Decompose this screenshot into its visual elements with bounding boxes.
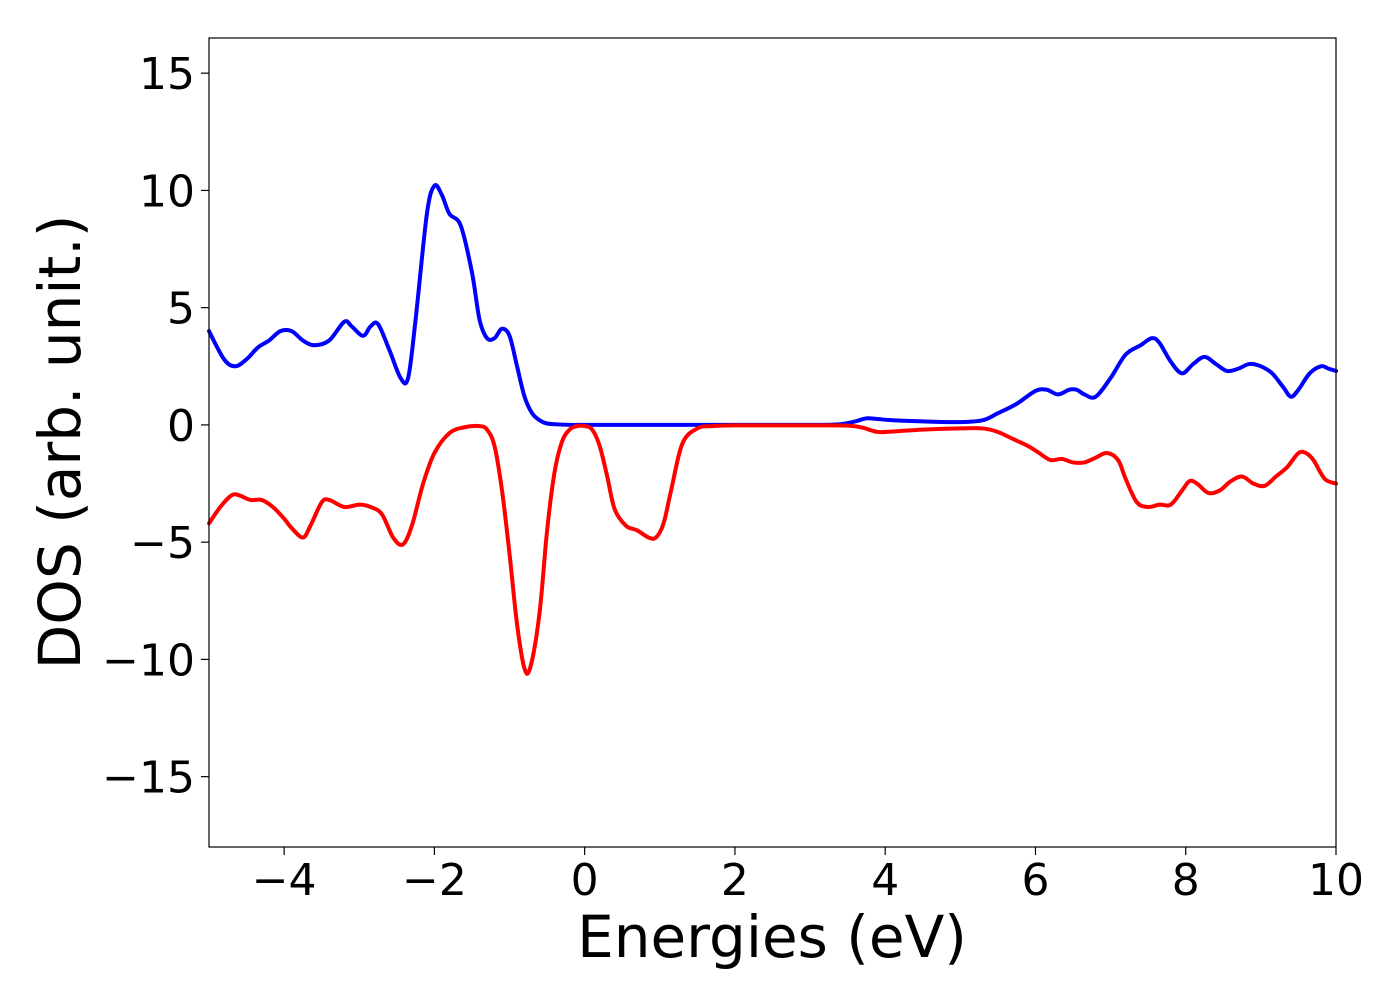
x-tick-label: 2	[721, 855, 749, 906]
x-tick-label: 4	[871, 855, 899, 906]
x-tick-label: 10	[1308, 855, 1364, 906]
series-line-upper	[207, 183, 1338, 427]
x-tick-label: 6	[1021, 855, 1049, 906]
x-tick-label: 8	[1172, 855, 1200, 906]
y-axis: −15 −10 −5 0 5 10 15	[102, 49, 209, 804]
y-tick-label: −10	[102, 635, 195, 686]
y-tick-label: 15	[139, 49, 195, 100]
x-axis: −4 −2 0 2 4 6 8 10	[252, 847, 1364, 906]
y-tick-label: −5	[130, 518, 195, 569]
series-layer	[207, 183, 1338, 676]
x-tick-label: −2	[402, 855, 467, 906]
y-tick-label: 5	[167, 284, 195, 335]
x-tick-label: 0	[571, 855, 599, 906]
x-tick-label: −4	[252, 855, 317, 906]
plot-frame	[208, 37, 1337, 848]
x-axis-label: Energies (eV)	[577, 903, 967, 971]
y-tick-label: −15	[102, 753, 195, 804]
y-axis-label: DOS (arb. unit.)	[26, 215, 94, 670]
series-line-lower	[207, 423, 1338, 676]
y-tick-label: 10	[139, 166, 195, 217]
y-tick-label: 0	[167, 401, 195, 452]
